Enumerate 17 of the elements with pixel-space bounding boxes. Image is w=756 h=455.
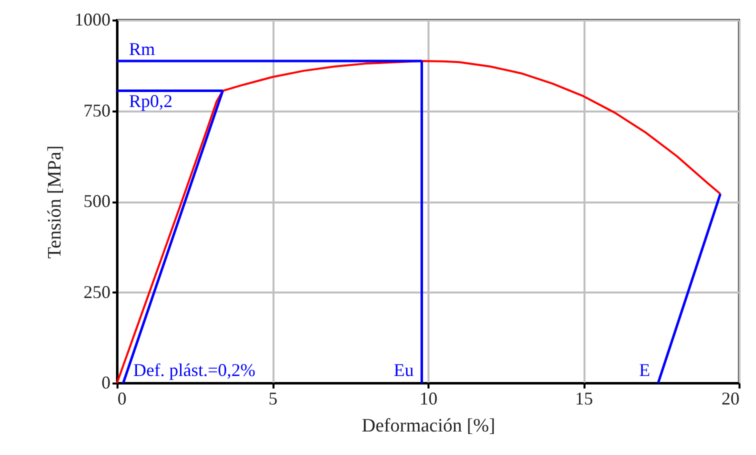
annotation: Rp0,2 (129, 90, 173, 111)
x-tick-label: 10 (420, 388, 438, 408)
annotation: E (639, 360, 650, 380)
x-axis-title: Deformación [%] (362, 416, 496, 436)
y-tick-label: 0 (102, 372, 110, 392)
y-tick-label: 1000 (74, 10, 110, 30)
y-axis-title: Tensión [MPa] (44, 145, 66, 259)
y-tick-label: 500 (84, 191, 110, 211)
annotation: Def. plást.=0,2% (133, 360, 256, 380)
x-tick-label: 0 (118, 388, 126, 408)
y-tick-label: 250 (84, 282, 110, 302)
x-tick-label: 15 (575, 388, 593, 408)
annotation: Rm (129, 39, 156, 60)
annotation: Eu (394, 360, 414, 380)
x-tick-label: 20 (722, 388, 740, 408)
y-tick-label: 750 (84, 100, 110, 120)
x-tick-label: 5 (268, 388, 278, 408)
